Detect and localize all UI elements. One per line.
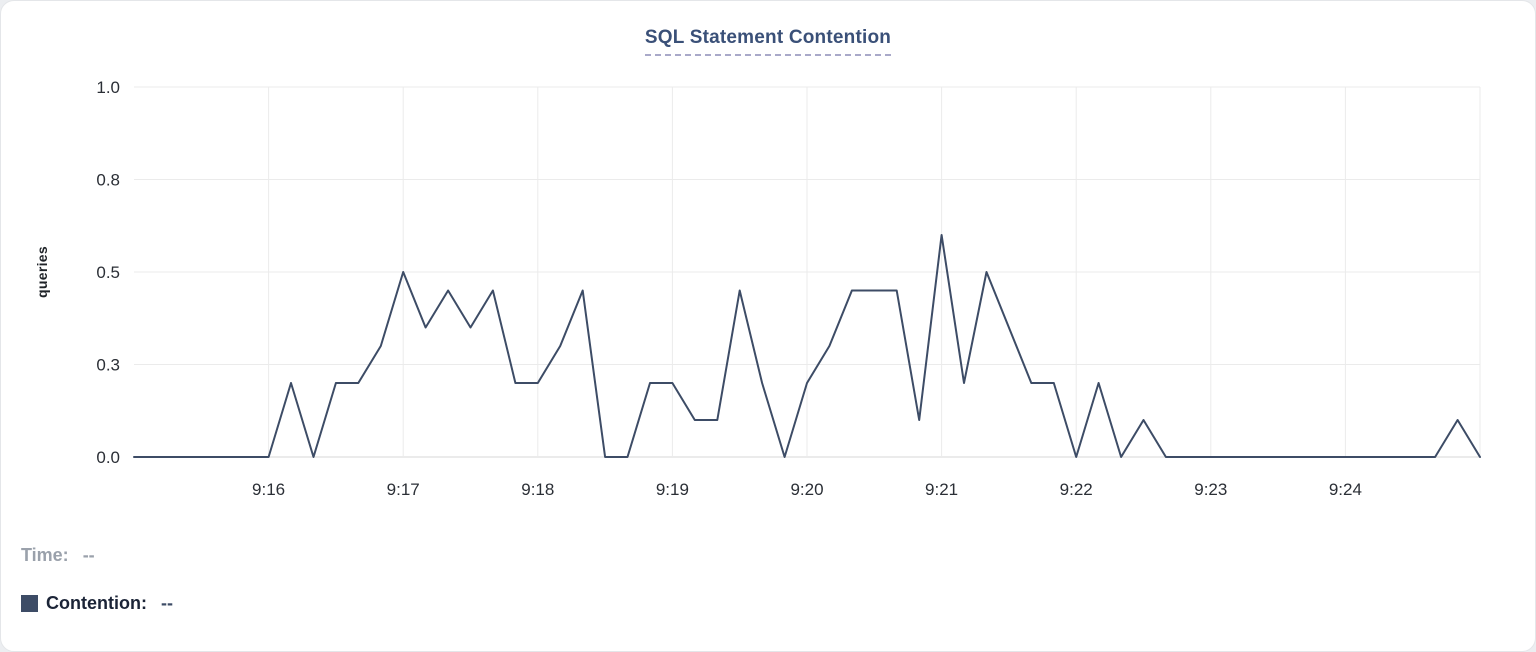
svg-text:0.5: 0.5 <box>96 263 120 282</box>
contention-value: -- <box>160 592 173 613</box>
svg-text:9:24: 9:24 <box>1329 480 1362 499</box>
svg-text:9:23: 9:23 <box>1194 480 1227 499</box>
contention-series-swatch-icon <box>21 594 38 612</box>
legend-time-row: Time: -- <box>21 539 1535 571</box>
svg-text:0.3: 0.3 <box>96 356 120 375</box>
svg-text:9:22: 9:22 <box>1060 480 1093 499</box>
svg-text:9:19: 9:19 <box>656 480 689 499</box>
chart-title[interactable]: SQL Statement Contention <box>644 27 892 56</box>
chart-legend: Time: -- Contention: -- <box>21 539 1535 619</box>
svg-text:9:18: 9:18 <box>521 480 554 499</box>
contention-line-chart[interactable]: 0.0 0.3 0.5 0.8 1.0 9:16 9:17 9:18 9:19 9:20 9:21 9… <box>1 63 1536 523</box>
contention-label: Contention: <box>46 592 147 613</box>
legend-contention-row[interactable]: Contention: -- <box>21 587 1535 619</box>
time-label: Time: <box>21 544 69 565</box>
chart-header: SQL Statement Contention <box>1 1 1535 63</box>
svg-text:0.0: 0.0 <box>96 448 120 467</box>
svg-text:0.8: 0.8 <box>96 171 120 190</box>
svg-text:1.0: 1.0 <box>96 78 120 97</box>
svg-text:9:17: 9:17 <box>387 480 420 499</box>
svg-text:9:21: 9:21 <box>925 480 958 499</box>
svg-text:9:16: 9:16 <box>252 480 285 499</box>
svg-text:9:20: 9:20 <box>790 480 823 499</box>
time-value: -- <box>82 544 95 565</box>
svg-text:queries: queries <box>34 246 50 298</box>
